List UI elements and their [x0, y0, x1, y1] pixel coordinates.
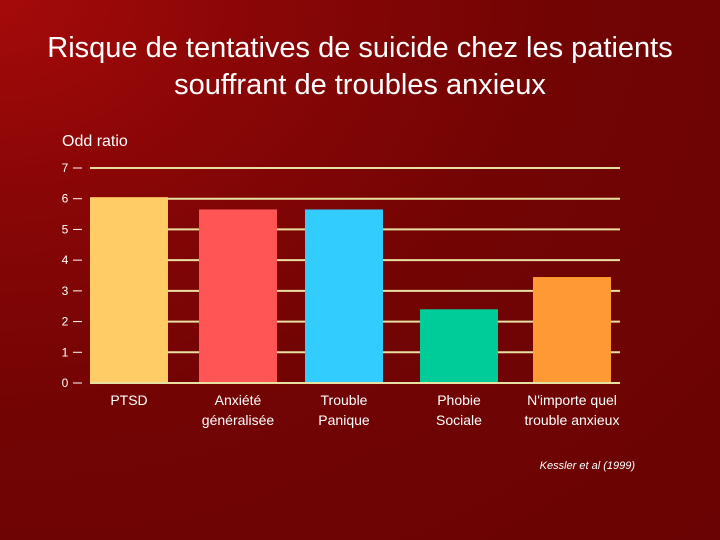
y-tick-label: 5 [62, 222, 69, 236]
y-axis-label: Odd ratio [62, 133, 128, 150]
bar [199, 209, 277, 383]
bar [420, 309, 498, 383]
y-tick-label: 6 [62, 192, 69, 206]
x-tick-label: N'importe quel trouble anxieux [525, 392, 620, 428]
y-tick-label: 1 [62, 345, 69, 359]
bar [305, 209, 383, 383]
source-citation: Kessler et al (1999) [539, 460, 635, 472]
y-tick-label: 7 [62, 161, 69, 175]
y-tick-label: 4 [62, 253, 69, 267]
bar [533, 277, 611, 383]
y-tick-label: 0 [62, 376, 69, 390]
x-tick-label: Phobie Sociale [436, 392, 482, 428]
chart-title: Risque de tentatives de suicide chez les… [47, 32, 673, 101]
y-tick-label: 3 [62, 284, 69, 298]
x-tick-label: Anxiété généralisée [202, 392, 275, 428]
y-tick-label: 2 [62, 315, 69, 329]
bar [90, 197, 168, 383]
x-tick-label: Trouble Panique [318, 392, 370, 428]
x-tick-label: PTSD [110, 392, 147, 408]
